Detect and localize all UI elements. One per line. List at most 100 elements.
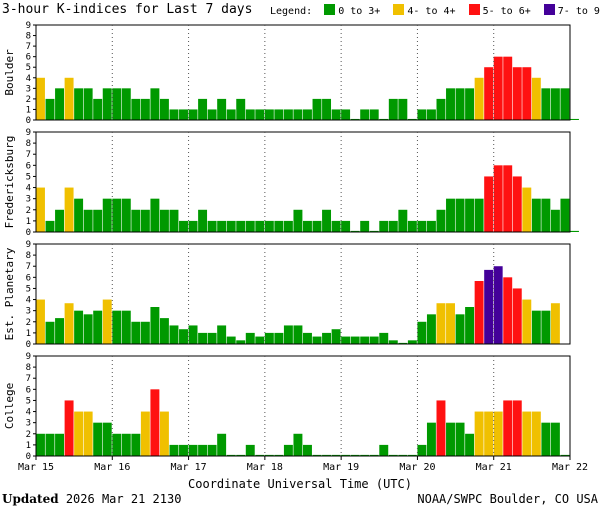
page-title: 3-hour K-indices for Last 7 days (2, 2, 253, 17)
kp-bar (198, 332, 208, 344)
kp-bar (140, 209, 150, 232)
x-tick-label: Mar 22 (552, 462, 588, 473)
y-tick-label: 4 (26, 296, 31, 306)
y-tick-label: 4 (26, 184, 31, 194)
kp-bar (121, 310, 131, 344)
kp-bar (179, 220, 188, 232)
kp-bar (512, 67, 522, 120)
legend-entry-severe: 7- to 9 (557, 6, 600, 17)
y-tick-label: 5 (26, 172, 31, 182)
kp-bar (493, 165, 503, 232)
y-tick-label: 5 (26, 284, 31, 294)
legend-entry-storm: 5- to 6+ (482, 6, 531, 17)
kp-bar (179, 444, 188, 456)
kp-bar (236, 340, 246, 344)
x-tick-label: Mar 20 (399, 462, 435, 473)
kp-bar (560, 88, 570, 120)
legend-swatch-red (468, 4, 480, 15)
kp-bar (112, 433, 122, 456)
kp-bar (426, 220, 436, 232)
kp-bar (55, 433, 65, 456)
kp-bar (45, 433, 55, 456)
kp-bar (522, 67, 532, 120)
kp-bar (159, 411, 169, 456)
kp-bar (179, 329, 188, 344)
kp-bar (436, 98, 446, 120)
kp-bar (207, 444, 217, 456)
kp-bar (112, 310, 122, 344)
kp-bar (388, 98, 398, 120)
kp-bar (341, 454, 351, 456)
credit-text: NOAA/SWPC Boulder, CO USA (417, 492, 598, 506)
station-label: College (3, 383, 16, 429)
kp-bar (74, 88, 84, 120)
kp-bar (312, 336, 322, 344)
panel-frame (35, 355, 571, 457)
kp-bar (388, 340, 398, 344)
kp-bar (417, 220, 427, 232)
y-tick-label: 9 (26, 128, 31, 138)
kp-bar (102, 88, 112, 120)
kp-bar (398, 342, 408, 344)
kp-bar (550, 422, 560, 456)
kp-bar (303, 444, 312, 456)
y-tick-label: 1 (26, 329, 31, 339)
kp-bar (398, 98, 408, 120)
y-tick-label: 3 (26, 195, 31, 205)
kp-bar (236, 220, 246, 232)
kp-bar (283, 444, 293, 456)
kp-bar (465, 198, 475, 232)
kp-bar (503, 56, 513, 120)
legend-label: Legend: (270, 6, 313, 17)
legend-entry-quiet: 0 to 3+ (338, 6, 381, 17)
updated-label: Updated (2, 492, 59, 506)
kp-bar (93, 422, 103, 456)
kp-bar (131, 433, 141, 456)
kp-bar (484, 67, 494, 120)
kp-bar (102, 422, 112, 456)
kp-bar (150, 88, 160, 120)
kp-bar (188, 325, 198, 344)
y-tick-label: 0 (26, 452, 31, 462)
kp-bar (83, 88, 93, 120)
kp-bar (426, 422, 436, 456)
kp-bar (331, 220, 341, 232)
kp-bar (236, 98, 246, 120)
kp-bar (283, 109, 293, 120)
kp-bar (131, 98, 141, 120)
kp-bar (350, 118, 360, 120)
kp-bar (264, 332, 274, 344)
kp-bar (36, 433, 45, 456)
kp-bar (341, 220, 351, 232)
y-tick-label: 8 (26, 32, 31, 42)
kp-bar (198, 209, 208, 232)
kp-bar (350, 230, 360, 232)
kp-bar (446, 303, 455, 344)
kp-bar (322, 209, 332, 232)
kp-bar (159, 318, 169, 344)
y-tick-label: 6 (26, 53, 31, 63)
kp-bar (169, 444, 179, 456)
kp-bar (550, 303, 560, 344)
kp-bar (102, 299, 112, 344)
kp-bar (140, 411, 150, 456)
kp-bar (360, 220, 370, 232)
kp-bar (465, 88, 475, 120)
kp-bar (379, 118, 389, 120)
x-axis-title: Coordinate Universal Time (UTC) (188, 477, 412, 491)
kp-bar (303, 332, 312, 344)
y-tick-label: 3 (26, 84, 31, 94)
x-tick-label: Mar 19 (323, 462, 359, 473)
kp-bar (484, 411, 494, 456)
kp-bar (93, 98, 103, 120)
kp-bar (436, 303, 446, 344)
kp-bar (36, 299, 45, 344)
kp-bar (102, 198, 112, 232)
y-tick-label: 1 (26, 105, 31, 115)
kp-bar (312, 98, 322, 120)
kp-bar (198, 98, 208, 120)
kp-bar (407, 340, 417, 344)
kp-bar (150, 389, 160, 456)
kp-bar (407, 454, 417, 456)
